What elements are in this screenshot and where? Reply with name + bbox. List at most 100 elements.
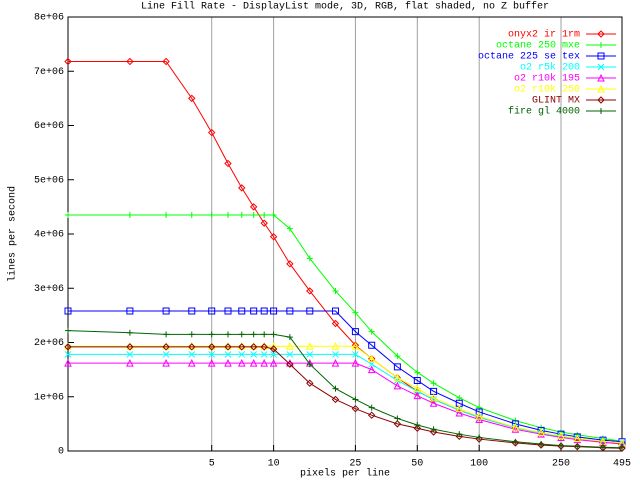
x-tick-label: 5 — [209, 459, 215, 470]
data-point — [429, 393, 438, 402]
data-point — [331, 319, 340, 328]
data-point — [64, 57, 72, 66]
data-point — [126, 307, 134, 315]
data-point — [260, 343, 268, 351]
data-point — [208, 351, 216, 358]
series-line — [68, 362, 623, 445]
data-point — [64, 351, 72, 358]
data-point — [597, 52, 605, 60]
data-point — [597, 73, 605, 82]
data-point — [188, 212, 195, 219]
data-point — [393, 373, 402, 382]
data-point — [538, 440, 545, 447]
data-point — [224, 343, 232, 351]
data-point — [261, 212, 268, 219]
data-point — [511, 423, 520, 431]
data-point — [162, 358, 170, 367]
data-point — [430, 387, 438, 395]
data-point — [286, 334, 293, 341]
data-point — [305, 342, 314, 350]
data-point — [286, 225, 293, 232]
data-point — [286, 260, 294, 268]
data-point — [208, 307, 216, 315]
data-point — [224, 331, 231, 338]
data-point — [286, 307, 294, 315]
series-line — [68, 353, 623, 444]
data-point — [260, 351, 268, 358]
x-axis-label: pixels per line — [300, 468, 390, 480]
data-point — [286, 360, 294, 368]
data-point — [368, 404, 375, 411]
x-tick-label: 50 — [411, 459, 423, 470]
x-tick-label: 25 — [349, 459, 361, 470]
data-point — [162, 343, 170, 351]
data-point — [238, 331, 245, 338]
data-point — [224, 159, 232, 168]
data-point — [162, 57, 170, 66]
data-point — [413, 391, 422, 400]
data-point — [188, 331, 195, 338]
x-tick-label: 100 — [470, 459, 488, 470]
data-point — [224, 358, 232, 367]
legend-label: o2 r10k 250 — [514, 84, 580, 96]
data-point — [429, 428, 438, 436]
data-point — [456, 431, 463, 438]
chart-title: Line Fill Rate - DisplayList mode, 3D, R… — [141, 1, 549, 13]
data-point — [367, 354, 376, 363]
data-point — [224, 307, 232, 315]
data-point — [597, 30, 605, 38]
y-tick-label: 8e+06 — [34, 13, 64, 24]
data-point — [367, 411, 376, 419]
data-point — [537, 428, 545, 437]
data-point — [286, 351, 294, 358]
data-point — [557, 431, 565, 440]
data-point — [269, 345, 278, 353]
data-point — [163, 212, 170, 219]
data-point — [394, 353, 401, 360]
data-point — [249, 358, 258, 367]
data-point — [413, 376, 421, 384]
y-tick-label: 7e+06 — [34, 67, 64, 78]
data-point — [351, 328, 359, 336]
data-point — [475, 412, 484, 420]
data-point — [331, 307, 339, 315]
data-point — [65, 212, 71, 219]
data-point — [367, 365, 376, 374]
data-point — [332, 385, 339, 392]
data-point — [455, 399, 463, 407]
data-point — [352, 396, 359, 403]
data-point — [126, 351, 134, 358]
data-point — [351, 341, 360, 349]
data-point — [352, 309, 359, 316]
legend-label: fire gl 4000 — [508, 106, 580, 118]
data-point — [430, 380, 437, 387]
data-point — [269, 358, 278, 367]
data-point — [306, 307, 314, 315]
y-tick-label: 1e+06 — [34, 392, 64, 403]
legend-label: onyx2 ir 1rm — [508, 29, 580, 41]
data-point — [430, 426, 437, 433]
data-point — [331, 395, 340, 404]
data-point — [558, 442, 565, 449]
data-point — [261, 331, 268, 338]
data-point — [249, 203, 258, 211]
data-point — [188, 351, 196, 358]
x-tick-label: 495 — [613, 459, 631, 470]
data-point — [238, 307, 246, 315]
data-point — [511, 425, 520, 433]
data-point — [188, 307, 196, 315]
data-point — [573, 434, 582, 443]
data-point — [598, 108, 604, 114]
data-point — [188, 343, 196, 351]
data-point — [368, 328, 375, 335]
legend-label: GLINT MX — [532, 96, 580, 107]
data-point — [574, 443, 581, 450]
data-point — [208, 331, 215, 338]
data-point — [250, 307, 258, 315]
y-tick-label: 4e+06 — [34, 230, 64, 241]
data-point — [306, 379, 314, 387]
data-point — [126, 57, 134, 66]
data-point — [597, 96, 605, 104]
data-point — [162, 307, 170, 315]
